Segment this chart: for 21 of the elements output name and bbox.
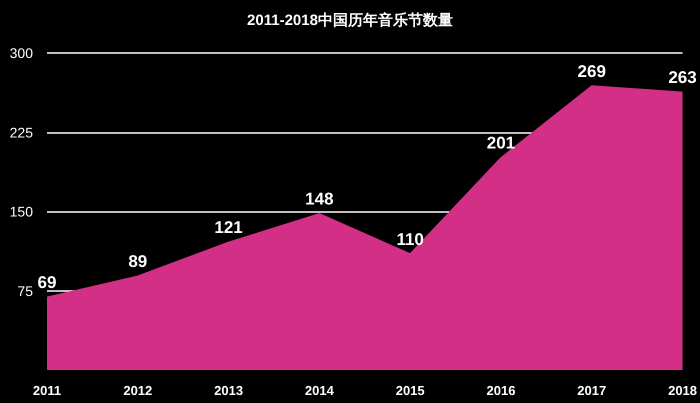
x-tick-label: 2011: [32, 383, 62, 398]
data-label: 110: [396, 230, 424, 249]
x-tick-label: 2012: [123, 383, 152, 398]
chart-title: 2011-2018中国历年音乐节数量: [247, 11, 453, 29]
y-tick-label: 300: [10, 45, 34, 61]
data-label: 269: [578, 62, 606, 81]
x-tick-label: 2018: [668, 383, 697, 398]
data-label: 201: [486, 134, 516, 153]
data-label: 69: [38, 273, 56, 292]
data-label: 121: [214, 218, 243, 238]
data-label: 148: [305, 190, 334, 209]
y-tick-label: 75: [17, 282, 34, 299]
x-tick-label: 2017: [577, 383, 606, 398]
data-label: 89: [128, 252, 148, 271]
x-tick-label: 2013: [214, 383, 244, 398]
x-tick-label: 2014: [304, 383, 335, 398]
data-label: 263: [668, 68, 697, 88]
x-tick-label: 2015: [396, 383, 425, 398]
y-tick-label: 150: [10, 204, 34, 220]
x-tick-label: 2016: [486, 383, 516, 398]
y-tick-label: 225: [10, 124, 34, 140]
